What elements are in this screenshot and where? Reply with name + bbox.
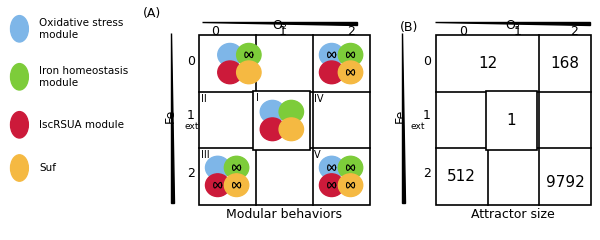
Text: IV: IV (314, 94, 323, 104)
Text: 2: 2 (569, 25, 578, 38)
Circle shape (319, 43, 344, 66)
Circle shape (11, 64, 28, 90)
Circle shape (236, 61, 261, 84)
Text: Modular behaviors: Modular behaviors (226, 208, 342, 221)
Text: 0: 0 (187, 55, 195, 68)
Text: 0: 0 (460, 25, 467, 38)
Text: I: I (256, 93, 259, 103)
Text: ext: ext (410, 122, 425, 131)
Text: 12: 12 (478, 56, 497, 71)
Text: II: II (201, 94, 206, 104)
Text: 0: 0 (423, 55, 431, 68)
Circle shape (319, 156, 344, 179)
Circle shape (205, 174, 230, 197)
Circle shape (11, 155, 28, 181)
Circle shape (236, 43, 261, 66)
Text: (B): (B) (400, 21, 419, 34)
Circle shape (338, 43, 363, 66)
Text: 1: 1 (279, 25, 287, 38)
Text: IscRSUA module: IscRSUA module (39, 120, 124, 130)
Text: 2: 2 (423, 167, 431, 180)
Circle shape (279, 100, 304, 123)
Bar (485, 91, 537, 150)
Text: V: V (314, 150, 320, 160)
Text: Fe: Fe (394, 109, 407, 123)
Polygon shape (435, 22, 590, 25)
Circle shape (260, 118, 284, 141)
Text: 1: 1 (514, 25, 521, 38)
Circle shape (279, 118, 304, 141)
Circle shape (205, 156, 230, 179)
Text: 1: 1 (423, 109, 431, 122)
Text: O₂: O₂ (505, 19, 520, 32)
Circle shape (224, 156, 249, 179)
Text: 2: 2 (187, 167, 195, 180)
Circle shape (260, 100, 284, 123)
Text: ext: ext (184, 122, 199, 131)
Text: 1: 1 (187, 109, 195, 122)
Text: 2: 2 (347, 25, 355, 38)
Circle shape (11, 16, 28, 42)
Polygon shape (202, 22, 358, 25)
Circle shape (218, 61, 242, 84)
Text: Attractor size: Attractor size (470, 208, 554, 221)
Circle shape (11, 112, 28, 138)
Circle shape (319, 174, 344, 197)
Text: Iron homeostasis
module: Iron homeostasis module (39, 66, 128, 88)
Text: Suf: Suf (39, 163, 56, 173)
Circle shape (319, 61, 344, 84)
Text: 0: 0 (211, 25, 219, 38)
Circle shape (338, 61, 363, 84)
Text: (A): (A) (143, 7, 161, 20)
Bar (436, 35, 591, 205)
Text: 1: 1 (506, 113, 516, 128)
Circle shape (338, 174, 363, 197)
Text: 9792: 9792 (546, 175, 584, 190)
Circle shape (338, 156, 363, 179)
Text: O₂: O₂ (272, 19, 287, 32)
Circle shape (224, 174, 249, 197)
Text: Fe: Fe (164, 109, 177, 123)
Polygon shape (402, 33, 406, 203)
Bar (253, 91, 310, 150)
Bar (199, 35, 370, 205)
Text: 512: 512 (448, 169, 476, 184)
Polygon shape (171, 33, 174, 203)
Text: Oxidative stress
module: Oxidative stress module (39, 18, 123, 40)
Text: 168: 168 (551, 56, 580, 71)
Circle shape (218, 43, 242, 66)
Text: III: III (201, 150, 209, 160)
